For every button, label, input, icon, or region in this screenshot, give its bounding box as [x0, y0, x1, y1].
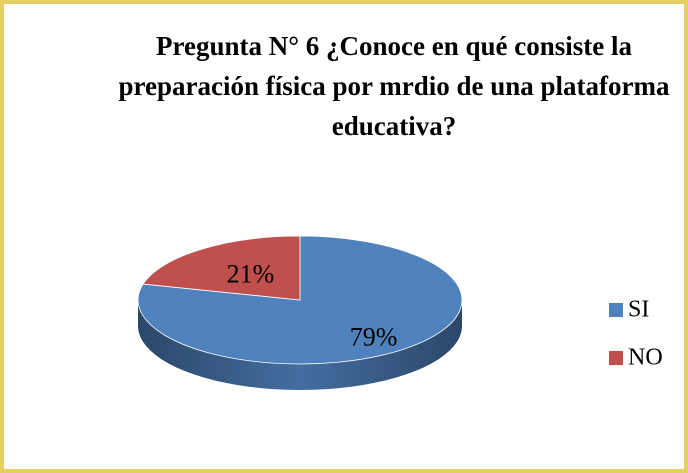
data-label: 21% [227, 260, 275, 289]
slice-top [142, 235, 301, 301]
data-label: 79% [350, 322, 398, 351]
slice-side-shade [138, 300, 462, 390]
legend-swatch [609, 303, 623, 317]
legend-swatch [609, 351, 623, 365]
chart-title: Pregunta N° 6 ¿Conoce en qué consiste la… [118, 31, 670, 141]
pie-slice [142, 235, 301, 301]
chart: 79% 21% SI NO [137, 235, 663, 390]
legend-label: SI [628, 297, 649, 323]
legend-label: NO [628, 345, 663, 371]
